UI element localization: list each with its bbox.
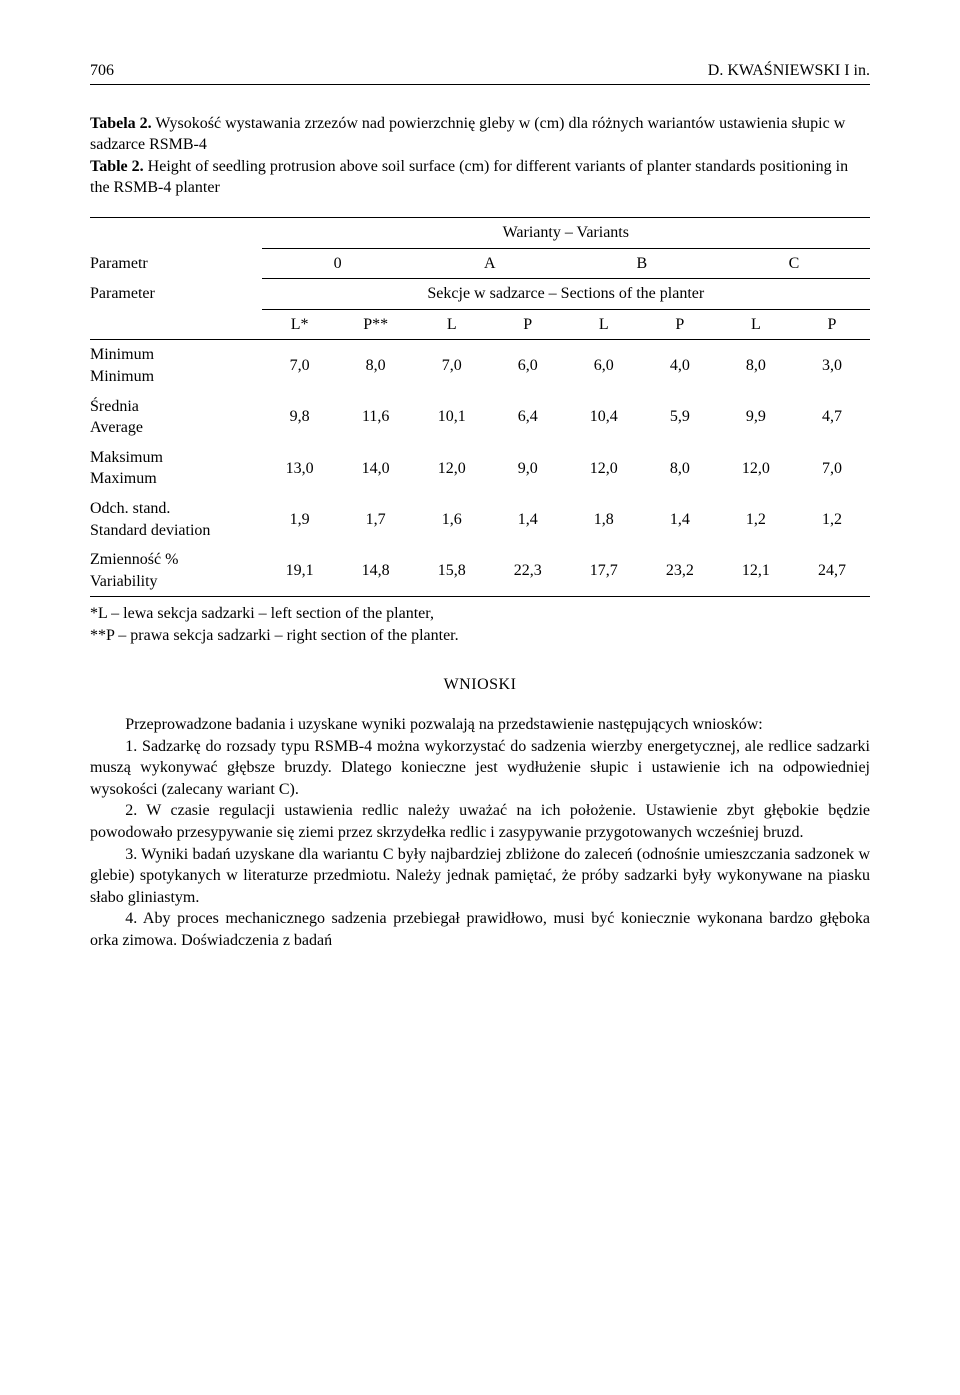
table-cell: 9,0 bbox=[490, 443, 566, 494]
footnote-p: **P – prawa sekcja sadzarki – right sect… bbox=[90, 625, 870, 647]
table-cell: 1,6 bbox=[414, 494, 490, 545]
section-heading-wnioski: WNIOSKI bbox=[90, 674, 870, 696]
table-cell: 12,0 bbox=[566, 443, 642, 494]
wnioski-intro: Przeprowadzone badania i uzyskane wyniki… bbox=[90, 714, 870, 736]
table-cell: 9,9 bbox=[718, 392, 794, 443]
row-label: ŚredniaAverage bbox=[90, 392, 262, 443]
row-label: Odch. stand.Standard deviation bbox=[90, 494, 262, 545]
table-cell: 6,0 bbox=[566, 340, 642, 392]
variant-0: 0 bbox=[262, 248, 414, 279]
variant-c: C bbox=[718, 248, 870, 279]
table-cell: 1,9 bbox=[262, 494, 338, 545]
table-cell: 14,0 bbox=[338, 443, 414, 494]
table-cell: 15,8 bbox=[414, 545, 490, 597]
table-cell: 1,7 bbox=[338, 494, 414, 545]
wnioski-p2: 2. W czasie regulacji ustawienia redlic … bbox=[90, 800, 870, 843]
caption-text-en: Height of seedling protrusion above soil… bbox=[90, 158, 848, 197]
subcol: L bbox=[718, 309, 794, 340]
table-cell: 8,0 bbox=[642, 443, 718, 494]
wnioski-p1: 1. Sadzarkę do rozsady typu RSMB-4 można… bbox=[90, 736, 870, 801]
table-cell: 14,8 bbox=[338, 545, 414, 597]
table-cell: 8,0 bbox=[718, 340, 794, 392]
table-caption: Tabela 2. Wysokość wystawania zrzezów na… bbox=[90, 113, 870, 199]
table-cell: 17,7 bbox=[566, 545, 642, 597]
table-cell: 9,8 bbox=[262, 392, 338, 443]
table-cell: 11,6 bbox=[338, 392, 414, 443]
table-cell: 1,8 bbox=[566, 494, 642, 545]
row-label: MinimumMinimum bbox=[90, 340, 262, 392]
table-cell: 24,7 bbox=[794, 545, 870, 597]
table-cell: 7,0 bbox=[262, 340, 338, 392]
sections-header: Sekcje w sadzarce – Sections of the plan… bbox=[262, 279, 870, 310]
variant-a: A bbox=[414, 248, 566, 279]
table-cell: 10,1 bbox=[414, 392, 490, 443]
table-cell: 4,7 bbox=[794, 392, 870, 443]
wnioski-p3: 3. Wyniki badań uzyskane dla wariantu C … bbox=[90, 844, 870, 909]
caption-label-en: Table 2. bbox=[90, 158, 144, 175]
table-cell: 12,0 bbox=[718, 443, 794, 494]
table-cell: 22,3 bbox=[490, 545, 566, 597]
table-cell: 10,4 bbox=[566, 392, 642, 443]
caption-text-pl: Wysokość wystawania zrzezów nad powierzc… bbox=[90, 115, 845, 154]
table-cell: 19,1 bbox=[262, 545, 338, 597]
table-footnotes: *L – lewa sekcja sadzarki – left section… bbox=[90, 603, 870, 646]
parametr-label-en: Parameter bbox=[90, 279, 262, 310]
table-cell: 7,0 bbox=[414, 340, 490, 392]
table-cell: 8,0 bbox=[338, 340, 414, 392]
table-cell: 1,2 bbox=[794, 494, 870, 545]
parametr-label-pl: Parametr bbox=[90, 248, 262, 279]
subcol: L bbox=[414, 309, 490, 340]
subcol: P bbox=[794, 309, 870, 340]
subcol: L bbox=[566, 309, 642, 340]
table-cell: 1,4 bbox=[490, 494, 566, 545]
table-cell: 6,4 bbox=[490, 392, 566, 443]
table-cell: 7,0 bbox=[794, 443, 870, 494]
variant-b: B bbox=[566, 248, 718, 279]
table-cell: 12,1 bbox=[718, 545, 794, 597]
running-header: 706 D. KWAŚNIEWSKI I in. bbox=[90, 60, 870, 85]
table-cell: 5,9 bbox=[642, 392, 718, 443]
variants-header: Warianty – Variants bbox=[262, 217, 870, 248]
table-cell: 1,4 bbox=[642, 494, 718, 545]
row-label: Zmienność %Variability bbox=[90, 545, 262, 597]
table-cell: 13,0 bbox=[262, 443, 338, 494]
table-cell: 23,2 bbox=[642, 545, 718, 597]
table-cell: 4,0 bbox=[642, 340, 718, 392]
table-cell: 1,2 bbox=[718, 494, 794, 545]
subcol: P bbox=[490, 309, 566, 340]
table-cell: 3,0 bbox=[794, 340, 870, 392]
wnioski-p4: 4. Aby proces mechanicznego sadzenia prz… bbox=[90, 908, 870, 951]
body-text: Przeprowadzone badania i uzyskane wyniki… bbox=[90, 714, 870, 952]
subcol: L* bbox=[262, 309, 338, 340]
row-label: MaksimumMaximum bbox=[90, 443, 262, 494]
page-number: 706 bbox=[90, 60, 114, 82]
data-table: Warianty – Variants Parametr 0 A B C Par… bbox=[90, 217, 870, 597]
caption-label-pl: Tabela 2. bbox=[90, 115, 152, 132]
running-head-text: D. KWAŚNIEWSKI I in. bbox=[708, 60, 870, 82]
table-cell: 6,0 bbox=[490, 340, 566, 392]
subcol: P bbox=[642, 309, 718, 340]
footnote-l: *L – lewa sekcja sadzarki – left section… bbox=[90, 603, 870, 625]
table-cell: 12,0 bbox=[414, 443, 490, 494]
subcol: P** bbox=[338, 309, 414, 340]
